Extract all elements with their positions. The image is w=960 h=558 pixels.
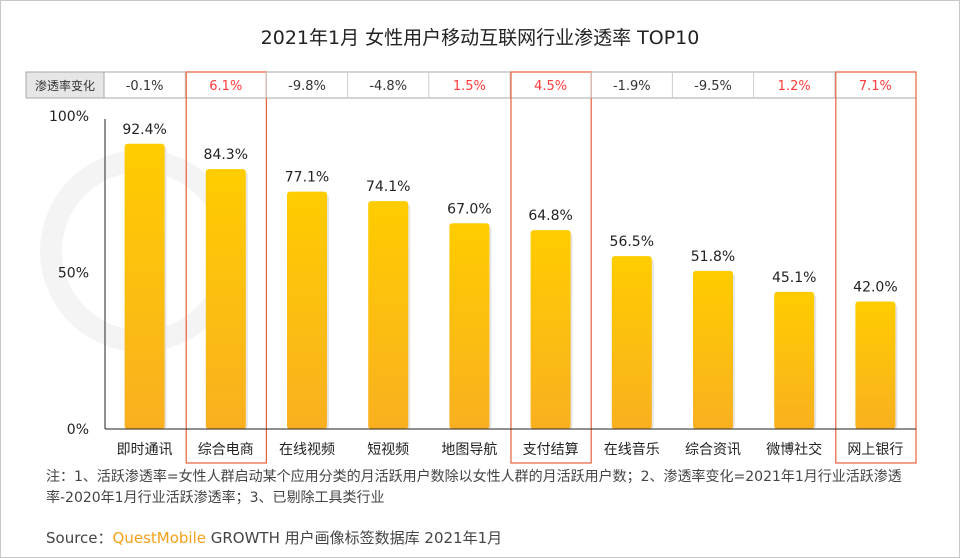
- y-tick-label: 0%: [67, 422, 89, 438]
- change-value: 1.5%: [453, 79, 486, 94]
- bar: [530, 230, 571, 429]
- bar-value-label: 56.5%: [610, 234, 654, 250]
- bar-value-label: 42.0%: [853, 280, 897, 296]
- bar: [287, 191, 327, 429]
- category-label: 在线视频: [279, 442, 335, 458]
- change-value: -0.1%: [126, 79, 164, 94]
- bar: [611, 256, 652, 429]
- source-brand: QuestMobile: [112, 529, 206, 547]
- y-tick-label: 100%: [49, 109, 89, 125]
- change-value: 4.5%: [534, 79, 567, 94]
- change-value: 1.2%: [778, 79, 811, 94]
- bar: [205, 169, 246, 430]
- bar-value-label: 74.1%: [366, 179, 410, 195]
- table-row-label-cell: [25, 71, 105, 99]
- category-label: 微博社交: [766, 441, 822, 458]
- bar: [774, 291, 815, 429]
- change-value: -9.5%: [694, 79, 732, 94]
- bar: [855, 301, 896, 429]
- bar-value-label: 84.3%: [204, 147, 248, 163]
- bar-value-label: 64.8%: [528, 208, 572, 224]
- bar-value-label: 51.8%: [691, 249, 735, 265]
- change-value: -1.9%: [613, 79, 651, 94]
- change-value: 6.1%: [209, 79, 242, 94]
- category-label: 综合电商: [198, 442, 254, 458]
- bar-chart: 渗透率变化 -0.1% 92.4% 即时通讯 6.1% 84.3% 综合电商 -9.8% 77.…: [25, 71, 917, 464]
- footnote: 注：1、活跃渗透率=女性人群启动某个应用分类的月活跃用户数除以女性人群的月活跃用…: [46, 469, 902, 506]
- category-label: 网上银行: [847, 442, 903, 458]
- bar: [368, 201, 409, 429]
- y-tick-label: 50%: [58, 266, 89, 282]
- category-label: 在线音乐: [604, 441, 660, 458]
- highlight-box: [185, 71, 267, 464]
- bar: [124, 143, 165, 429]
- chart-title: 2021年1月 女性用户移动互联网行业渗透率 TOP10: [260, 27, 700, 49]
- source-rest: GROWTH 用户画像标签数据库 2021年1月: [205, 529, 503, 547]
- bar-value-label: 92.4%: [122, 122, 166, 138]
- bar: [693, 270, 733, 429]
- highlight-box: [835, 71, 917, 464]
- category-label: 综合资讯: [685, 442, 741, 458]
- source-line: Source：QuestMobile GROWTH 用户画像标签数据库 2021…: [46, 527, 502, 548]
- source-prefix: Source：: [46, 529, 113, 547]
- change-value: -9.8%: [288, 79, 326, 94]
- bar-value-label: 67.0%: [447, 201, 491, 217]
- bar-value-label: 45.1%: [772, 270, 816, 286]
- table-row-label: 渗透率变化: [35, 78, 95, 93]
- bar: [449, 223, 490, 429]
- bar-value-label: 77.1%: [285, 170, 329, 186]
- highlight-box: [510, 71, 592, 464]
- change-value: 7.1%: [859, 79, 892, 94]
- category-label: 即时通讯: [117, 442, 173, 458]
- category-label: 地图导航: [441, 442, 497, 458]
- category-label: 短视频: [367, 442, 409, 458]
- change-value: -4.8%: [369, 79, 407, 94]
- category-label: 支付结算: [523, 442, 579, 458]
